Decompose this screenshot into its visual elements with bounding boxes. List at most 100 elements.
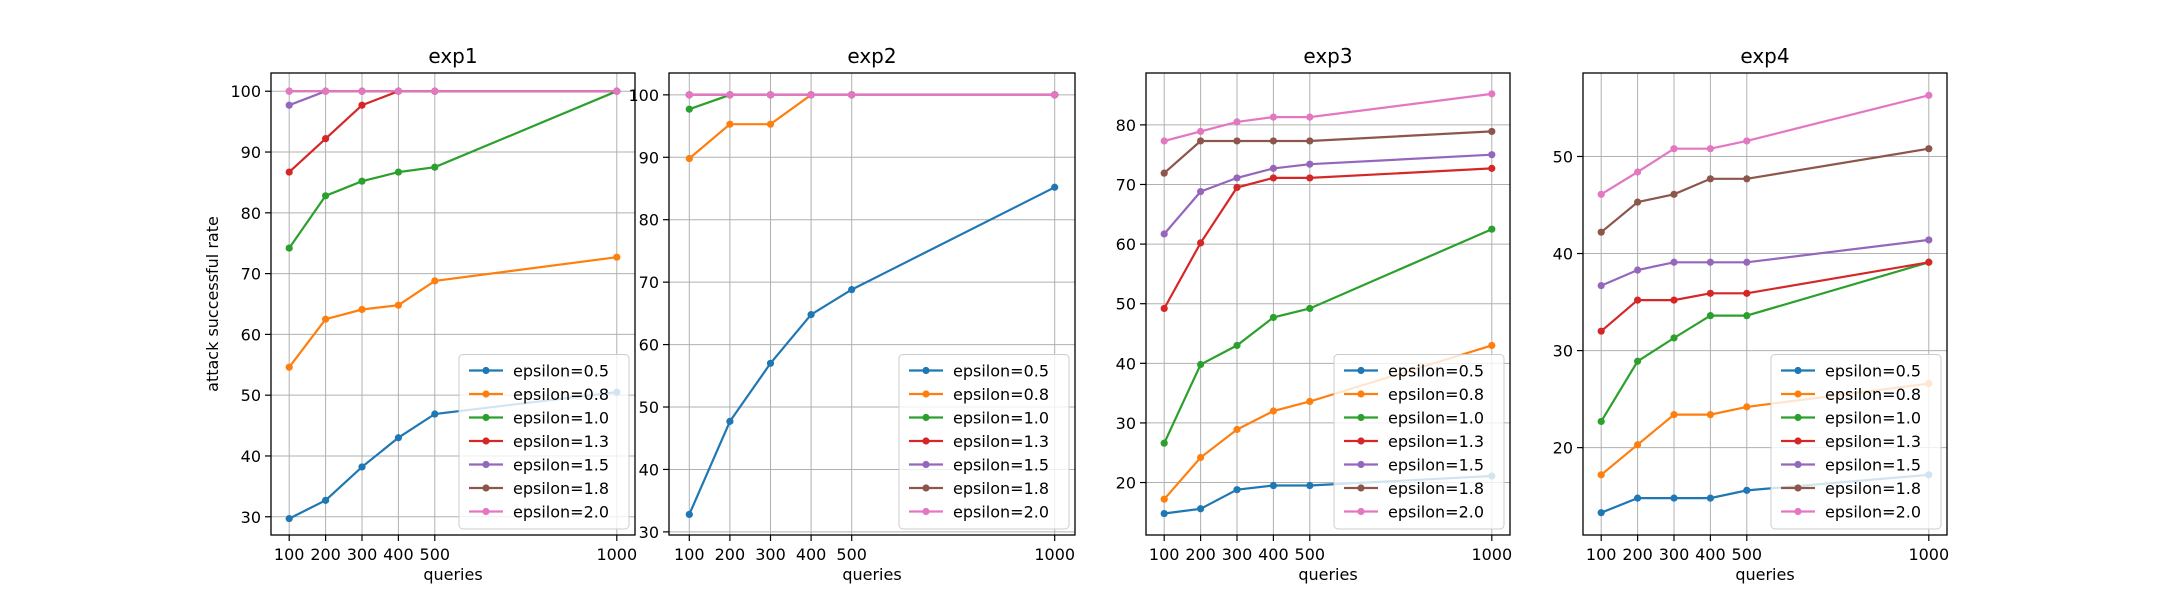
- x-tick-label: 300: [1659, 545, 1690, 564]
- data-point: [285, 244, 293, 252]
- data-point: [1306, 304, 1314, 313]
- legend-marker: [1357, 437, 1365, 445]
- y-tick-label: 100: [230, 82, 261, 101]
- data-point: [1706, 312, 1714, 320]
- data-point: [1743, 486, 1751, 494]
- data-point: [1306, 137, 1314, 145]
- data-point: [685, 91, 693, 99]
- data-point: [1233, 137, 1241, 145]
- series-line: [1600, 94, 1930, 196]
- data-point: [1706, 494, 1714, 502]
- data-point: [685, 510, 693, 518]
- y-tick-label: 40: [1116, 354, 1136, 373]
- y-tick-label: 30: [1553, 342, 1573, 361]
- x-axis-label: queries: [1735, 565, 1794, 584]
- y-tick-label: 40: [241, 447, 261, 466]
- x-tick-label: 200: [715, 545, 746, 564]
- legend-marker: [482, 390, 490, 398]
- data-point: [1160, 304, 1168, 313]
- chart-panel-exp2: 100 200 300 400 500 1000 30 40 50 60 70 80 90 100 exp2…: [628, 44, 1076, 584]
- data-point: [394, 87, 402, 95]
- data-point: [1233, 341, 1241, 350]
- y-tick-label: 80: [1116, 116, 1136, 135]
- chart-panel-exp4: 100 200 300 400 500 1000 20 30 40 50 exp4 queries ep…: [1553, 44, 1950, 584]
- x-tick-label: 200: [1185, 545, 1216, 564]
- chart-panel-exp1: 100 200 300 400 500 1000 30 40 50 60 70 80 90 100 exp1…: [203, 44, 637, 584]
- data-point: [1233, 183, 1241, 192]
- x-axis-label: queries: [423, 565, 482, 584]
- data-point: [1743, 403, 1751, 411]
- data-point: [1488, 225, 1496, 233]
- x-tick-label: 100: [674, 545, 705, 564]
- data-point: [1706, 289, 1714, 297]
- x-tick-label: 200: [310, 545, 341, 564]
- data-point: [807, 311, 815, 319]
- data-point: [1160, 439, 1168, 447]
- data-point: [1488, 151, 1496, 159]
- data-point: [1597, 281, 1605, 290]
- data-point: [1670, 190, 1678, 198]
- data-point: [1488, 164, 1496, 172]
- legend-label: epsilon=0.8: [513, 385, 609, 404]
- legend-marker: [1357, 390, 1365, 398]
- data-point: [613, 87, 621, 95]
- legend-marker: [922, 390, 930, 398]
- data-point: [431, 277, 439, 285]
- legend-label: epsilon=0.8: [1388, 385, 1484, 404]
- data-point: [1269, 113, 1277, 121]
- series-line: [1600, 261, 1930, 422]
- data-point: [848, 91, 856, 99]
- data-point: [1233, 118, 1241, 126]
- plot-frame: [1582, 72, 1948, 536]
- legend: epsilon=0.5 epsilon=0.8 epsilon=1.0 epsilon…: [898, 354, 1070, 530]
- y-tick-label: 70: [241, 265, 261, 284]
- legend-label: epsilon=0.8: [953, 385, 1049, 404]
- y-tick-label: 90: [241, 143, 261, 162]
- x-tick-label: 300: [1222, 545, 1253, 564]
- legend-label: epsilon=1.0: [513, 409, 609, 428]
- data-point: [1197, 137, 1205, 145]
- y-tick-label: 20: [1116, 474, 1136, 493]
- legend-label: epsilon=2.0: [1825, 503, 1921, 522]
- data-point: [1597, 228, 1605, 236]
- data-point: [1306, 113, 1314, 121]
- data-point: [726, 417, 734, 425]
- x-tick-label: 400: [1695, 545, 1726, 564]
- data-point: [358, 463, 366, 471]
- data-point: [1743, 175, 1751, 183]
- data-point: [1925, 145, 1933, 153]
- y-tick-label: 100: [628, 86, 659, 105]
- plot-frame: [270, 72, 636, 536]
- legend-marker: [1794, 484, 1802, 492]
- data-point: [1743, 289, 1751, 297]
- legend-marker: [1794, 460, 1802, 469]
- data-point: [394, 168, 402, 176]
- x-tick-label: 100: [1586, 545, 1617, 564]
- y-tick-label: 30: [639, 523, 659, 542]
- data-point: [322, 135, 330, 143]
- data-point: [431, 87, 439, 95]
- data-point: [358, 305, 366, 314]
- legend-label: epsilon=1.8: [1825, 479, 1921, 498]
- legend-marker: [1357, 460, 1365, 469]
- y-tick-label: 20: [1553, 439, 1573, 458]
- y-tick-label: 70: [639, 273, 659, 292]
- y-tick-label: 50: [639, 398, 659, 417]
- data-point: [1670, 145, 1678, 153]
- y-tick-label: 60: [241, 325, 261, 344]
- data-point: [285, 168, 293, 176]
- series-line: [1163, 167, 1492, 310]
- data-point: [685, 105, 693, 113]
- data-point: [1233, 174, 1241, 182]
- y-tick-label: 70: [1116, 175, 1136, 194]
- legend-marker: [482, 460, 490, 469]
- data-point: [1197, 127, 1205, 136]
- legend-marker: [1357, 507, 1365, 516]
- data-point: [358, 101, 366, 109]
- legend-label: epsilon=0.5: [953, 362, 1049, 381]
- data-point: [285, 101, 293, 109]
- legend: epsilon=0.5 epsilon=0.8 epsilon=1.0 epsilon…: [1333, 354, 1505, 530]
- legend-marker: [1794, 390, 1802, 398]
- x-axis-label: queries: [842, 565, 901, 584]
